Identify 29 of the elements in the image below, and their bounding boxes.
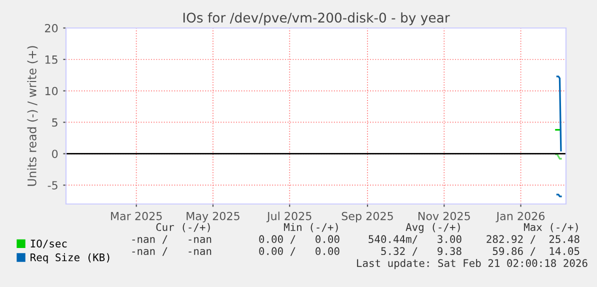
x-tick-label: Jan 2026 <box>496 212 545 222</box>
text: Max (-/+) <box>524 223 578 232</box>
text: Min (-/+) <box>284 222 338 232</box>
x-tick-label: Nov 2025 <box>418 212 470 220</box>
x-tick-label: Jul 2025 <box>266 212 312 222</box>
y-tick-label: 15 <box>45 56 58 64</box>
text: Last update: Sat Feb 21 02:00:18 2026 <box>357 258 588 270</box>
text: 5.32 / 9.38 <box>381 247 462 256</box>
text: 540.44m/ 3.00 <box>368 235 462 244</box>
text: -nan / -nan <box>132 247 212 256</box>
text: 59.86 / 14.05 <box>492 247 580 256</box>
text: -nan / -nan <box>132 235 212 244</box>
text: 282.92 / 25.48 <box>486 235 580 244</box>
legend-label: IO/sec <box>30 240 67 248</box>
y-tick-label: 20 <box>45 24 58 32</box>
x-tick-label: Sep 2025 <box>342 212 393 222</box>
legend-label: Req Size (KB) <box>30 253 110 264</box>
y-tick-label: 0 <box>52 150 58 158</box>
y-tick-label: 10 <box>45 86 58 96</box>
text: 0.00 / 0.00 <box>259 235 340 244</box>
text: 0.00 / 0.00 <box>259 247 340 256</box>
text: Avg (-/+) <box>406 222 460 234</box>
y-tick-label: 5 <box>52 118 58 127</box>
text: Cur (-/+) <box>156 223 210 232</box>
y-axis-title: Units read (-) / write (+) <box>27 46 38 186</box>
x-tick-label: May 2025 <box>186 212 240 222</box>
chart-title: IOs for /dev/pve/vm-200-disk-0 - by year <box>183 12 450 26</box>
x-tick-label: Mar 2025 <box>111 212 162 220</box>
y-tick-label: -5 <box>48 181 58 190</box>
